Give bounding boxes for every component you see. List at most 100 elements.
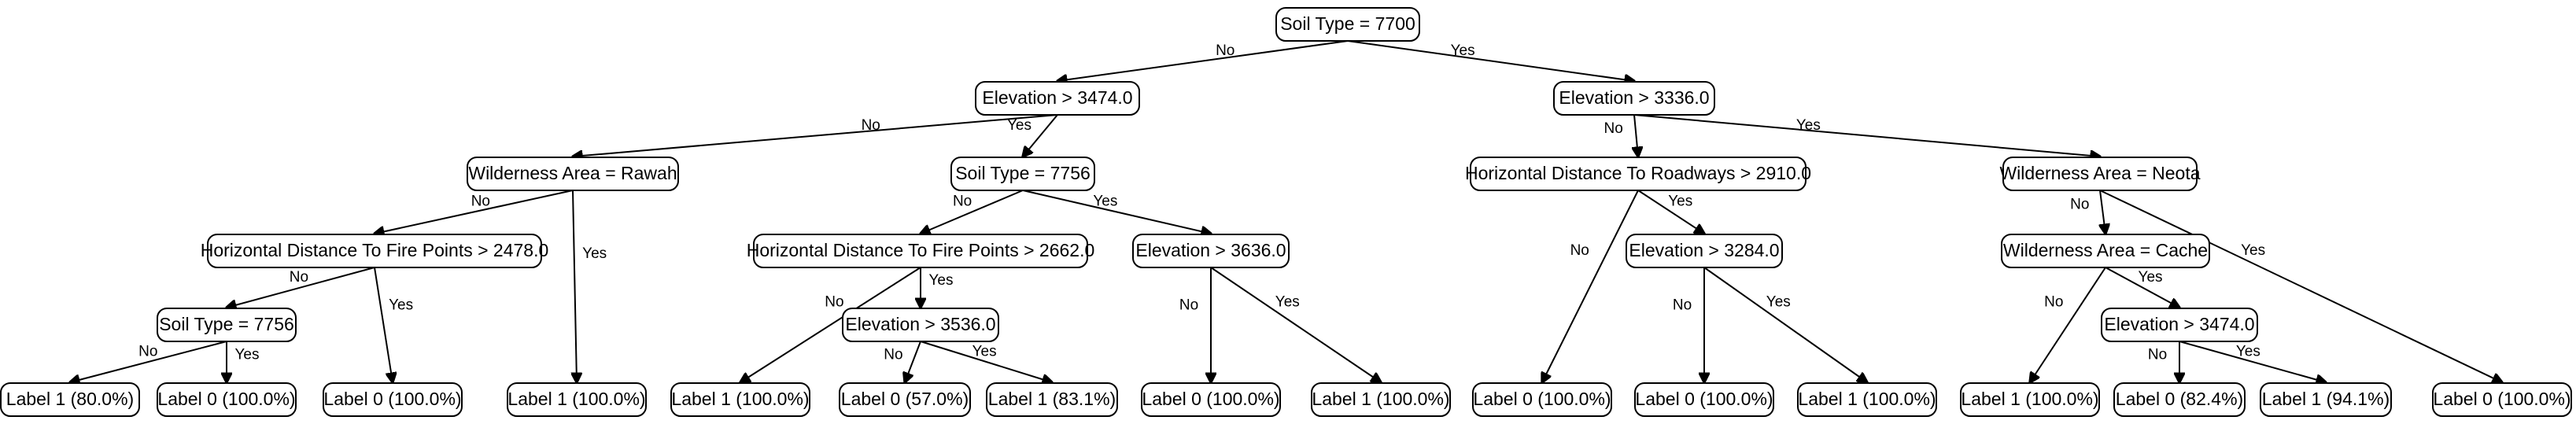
edge-line	[920, 341, 1052, 382]
decision-node-soil-type-7756: Soil Type = 7756	[157, 308, 297, 342]
edge-n12-n22: Yes	[1703, 267, 1867, 382]
edge-line	[1637, 190, 1704, 234]
edge-line	[905, 341, 921, 382]
edge-label-no: No	[1673, 297, 1692, 314]
edge-label-yes: Yes	[235, 347, 260, 363]
edge-n0-n1: No	[1057, 40, 1349, 81]
node-label: Label 1 (80.0%)	[6, 389, 134, 409]
edge-label-no: No	[138, 344, 157, 360]
edge-n3-n7: No	[375, 190, 574, 234]
edge-line	[2099, 190, 2502, 382]
node-box	[1275, 7, 1420, 42]
leaf-node-label-1-94-1: Label 1 (94.1%)	[2260, 382, 2392, 417]
node-box	[2260, 382, 2392, 417]
node-label: Label 0 (100.0%)	[1635, 389, 1773, 409]
node-box	[2432, 382, 2572, 417]
node-box	[1797, 382, 1937, 417]
node-box	[1553, 81, 1715, 116]
node-box	[207, 234, 542, 268]
edge-n6-n13: No	[2070, 190, 2105, 234]
decision-node-elevation-3336-0: Elevation > 3336.0	[1553, 81, 1715, 116]
node-box	[670, 382, 810, 417]
node-box	[1132, 234, 1290, 268]
node-box	[975, 81, 1140, 116]
decision-node-elevation-3536-0: Elevation > 3536.0	[842, 308, 999, 342]
node-label: Elevation > 3474.0	[2104, 314, 2254, 334]
node-label: Soil Type = 7700	[1280, 13, 1415, 34]
edge-label-yes: Yes	[1451, 42, 1475, 59]
leaf-node-label-1-100-0: Label 1 (100.0%)	[1311, 382, 1451, 417]
decision-node-horizontal-distance-to-fire-points-2478-0: Horizontal Distance To Fire Points > 247…	[201, 234, 548, 268]
leaf-node-label-0-100-0: Label 0 (100.0%)	[157, 382, 297, 417]
node-label: Wilderness Area = Rawah	[468, 163, 677, 183]
edge-label-no: No	[2044, 294, 2063, 311]
node-box	[157, 308, 297, 342]
node-label: Elevation > 3636.0	[1135, 240, 1286, 260]
edge-n7-n15: No	[227, 267, 375, 308]
edge-line	[740, 267, 921, 382]
leaf-node-label-1-100-0: Label 1 (100.0%)	[1960, 382, 2100, 417]
node-box	[157, 382, 297, 417]
edge-n7-n16: Yes	[374, 267, 413, 382]
edge-label-yes: Yes	[582, 245, 607, 262]
node-label: Label 0 (57.0%)	[841, 389, 969, 409]
node-box	[842, 308, 999, 342]
edge-line	[1023, 114, 1058, 157]
node-box	[467, 157, 679, 191]
leaf-node-label-1-80-0: Label 1 (80.0%)	[0, 382, 140, 417]
edge-n12-n21: No	[1673, 267, 1704, 382]
node-label: Soil Type = 7756	[159, 314, 294, 334]
node-box	[323, 382, 463, 417]
node-box	[0, 382, 140, 417]
edge-n13-n23: No	[2030, 267, 2106, 382]
edge-label-yes: Yes	[2139, 269, 2163, 286]
edge-label-no: No	[862, 117, 880, 134]
decision-node-wilderness-area-neota: Wilderness Area = Neota	[1999, 157, 2201, 191]
edge-line	[921, 190, 1024, 234]
edge-line	[1347, 40, 1634, 81]
node-label: Label 1 (83.1%)	[988, 389, 1116, 409]
decision-node-soil-type-7700: Soil Type = 7700	[1275, 7, 1420, 42]
edge-line	[573, 190, 577, 382]
leaf-node-label-0-82-4: Label 0 (82.4%)	[2113, 382, 2246, 417]
edge-n18-n27: No	[884, 341, 921, 382]
node-label: Label 1 (100.0%)	[671, 389, 809, 409]
leaf-node-label-0-100-0: Label 0 (100.0%)	[323, 382, 463, 417]
edge-line	[1542, 190, 1639, 382]
edge-label-no: No	[825, 294, 843, 311]
edge-n15-n26: Yes	[227, 341, 260, 382]
node-label: Label 0 (100.0%)	[157, 389, 295, 409]
edge-line	[1634, 114, 1638, 157]
node-label: Horizontal Distance To Fire Points > 266…	[747, 240, 1095, 260]
leaf-node-label-1-100-0: Label 1 (100.0%)	[507, 382, 647, 417]
decision-node-wilderness-area-cache: Wilderness Area = Cache	[2001, 234, 2210, 268]
decision-node-wilderness-area-rawah: Wilderness Area = Rawah	[467, 157, 679, 191]
leaf-node-label-0-100-0: Label 0 (100.0%)	[1141, 382, 1281, 417]
node-label: Label 0 (100.0%)	[2433, 389, 2570, 409]
edge-n13-n24: Yes	[2105, 267, 2179, 308]
node-label: Label 0 (100.0%)	[1473, 389, 1611, 409]
edge-n6-n14: Yes	[2099, 190, 2502, 382]
edge-label-no: No	[471, 193, 490, 209]
decision-node-elevation-3636-0: Elevation > 3636.0	[1132, 234, 1290, 268]
edge-label-no: No	[2148, 347, 2167, 363]
edge-label-yes: Yes	[2241, 242, 2265, 259]
edge-n2-n5: No	[1604, 114, 1638, 157]
node-label: Wilderness Area = Neota	[1999, 163, 2200, 183]
edge-label-no: No	[290, 269, 308, 286]
edge-label-yes: Yes	[389, 297, 413, 314]
node-box	[986, 382, 1118, 417]
edge-n10-n20: Yes	[1210, 267, 1381, 382]
edge-line	[1210, 267, 1381, 382]
edge-line	[2100, 190, 2105, 234]
node-label: Label 1 (100.0%)	[1961, 389, 2098, 409]
leaf-node-label-0-100-0: Label 0 (100.0%)	[1472, 382, 1612, 417]
edge-n4-n10: Yes	[1022, 190, 1211, 234]
node-label: Elevation > 3536.0	[845, 314, 995, 334]
edge-n4-n9: No	[921, 190, 1024, 234]
decision-node-horizontal-distance-to-fire-points-2662-0: Horizontal Distance To Fire Points > 266…	[747, 234, 1095, 268]
node-box	[2001, 234, 2210, 268]
node-box	[839, 382, 971, 417]
leaf-node-label-1-100-0: Label 1 (100.0%)	[1797, 382, 1937, 417]
